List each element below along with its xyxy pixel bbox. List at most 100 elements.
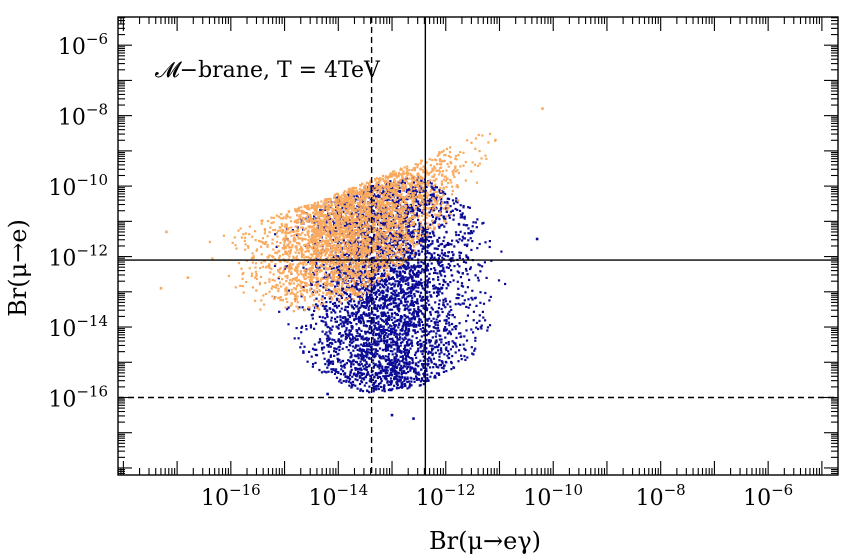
data-point — [357, 295, 360, 298]
data-point — [439, 272, 442, 275]
data-point — [375, 327, 378, 330]
data-point — [413, 367, 416, 370]
data-point — [404, 320, 407, 323]
data-point — [433, 221, 436, 224]
data-point — [420, 282, 423, 285]
data-point — [414, 323, 418, 327]
data-point — [407, 256, 410, 260]
data-point — [401, 381, 404, 384]
data-point — [426, 362, 429, 365]
data-point — [445, 210, 448, 213]
data-point — [383, 384, 386, 387]
data-point — [333, 350, 336, 353]
data-point — [368, 296, 371, 299]
data-point — [387, 326, 390, 329]
data-point — [421, 182, 424, 185]
data-point — [398, 310, 401, 313]
data-point — [462, 237, 465, 240]
data-point — [344, 203, 347, 206]
data-point — [329, 301, 332, 304]
data-point — [345, 220, 348, 223]
data-point — [394, 369, 397, 372]
data-point — [376, 316, 379, 319]
data-point — [430, 207, 433, 210]
data-point — [279, 272, 282, 275]
data-point — [389, 324, 392, 327]
data-point — [348, 343, 351, 346]
data-point — [397, 285, 400, 288]
data-point — [257, 239, 261, 242]
data-point — [348, 281, 352, 284]
data-point — [445, 322, 448, 325]
data-point — [425, 275, 428, 278]
data-point — [327, 370, 330, 373]
data-point — [395, 324, 398, 327]
data-point — [350, 321, 353, 325]
data-point — [419, 328, 422, 331]
data-point — [390, 359, 393, 362]
data-point — [367, 320, 370, 323]
data-point — [371, 192, 374, 196]
data-point — [413, 178, 416, 181]
data-point — [263, 229, 266, 232]
data-point — [404, 384, 407, 387]
data-point — [384, 372, 387, 375]
data-point — [300, 295, 303, 298]
data-point — [389, 298, 392, 301]
data-point — [347, 335, 350, 338]
data-point — [335, 376, 339, 379]
data-point — [345, 297, 348, 300]
data-point — [360, 329, 363, 332]
data-point — [402, 240, 405, 243]
data-point — [347, 380, 351, 383]
data-point — [479, 270, 482, 273]
data-point — [360, 351, 363, 354]
data-point — [324, 286, 327, 289]
data-point — [469, 237, 472, 240]
data-point — [335, 297, 339, 300]
data-point — [475, 326, 478, 329]
data-point — [420, 297, 423, 300]
data-point — [323, 208, 327, 211]
data-point — [336, 196, 339, 199]
data-point — [446, 332, 449, 335]
data-point — [422, 165, 425, 168]
data-point — [326, 340, 329, 343]
data-point — [327, 350, 330, 353]
data-point — [411, 270, 414, 273]
data-point — [393, 356, 396, 359]
data-point — [466, 273, 469, 276]
data-point — [362, 324, 365, 327]
data-point — [341, 316, 345, 320]
data-point — [331, 360, 335, 363]
data-point — [405, 378, 408, 381]
data-point — [416, 302, 419, 305]
data-point — [340, 238, 343, 241]
data-point — [318, 270, 321, 273]
data-point — [289, 220, 293, 223]
data-point — [351, 383, 354, 386]
data-point — [442, 194, 445, 197]
data-point — [419, 241, 423, 245]
data-point — [421, 330, 424, 333]
data-point — [358, 204, 362, 207]
data-point — [380, 325, 383, 328]
data-point — [414, 370, 417, 373]
data-point — [449, 210, 452, 213]
data-point — [463, 217, 466, 220]
data-point — [395, 243, 398, 247]
data-point — [348, 321, 351, 324]
data-point — [404, 337, 407, 340]
data-point — [418, 238, 421, 241]
data-point — [375, 295, 379, 299]
data-point — [291, 263, 295, 266]
data-point — [340, 381, 343, 384]
data-point — [458, 254, 461, 257]
data-point — [430, 306, 433, 309]
data-point — [461, 272, 464, 275]
data-point — [418, 242, 421, 245]
data-point — [377, 189, 380, 192]
data-point — [391, 282, 395, 285]
data-point — [360, 343, 363, 346]
data-point — [327, 335, 330, 338]
